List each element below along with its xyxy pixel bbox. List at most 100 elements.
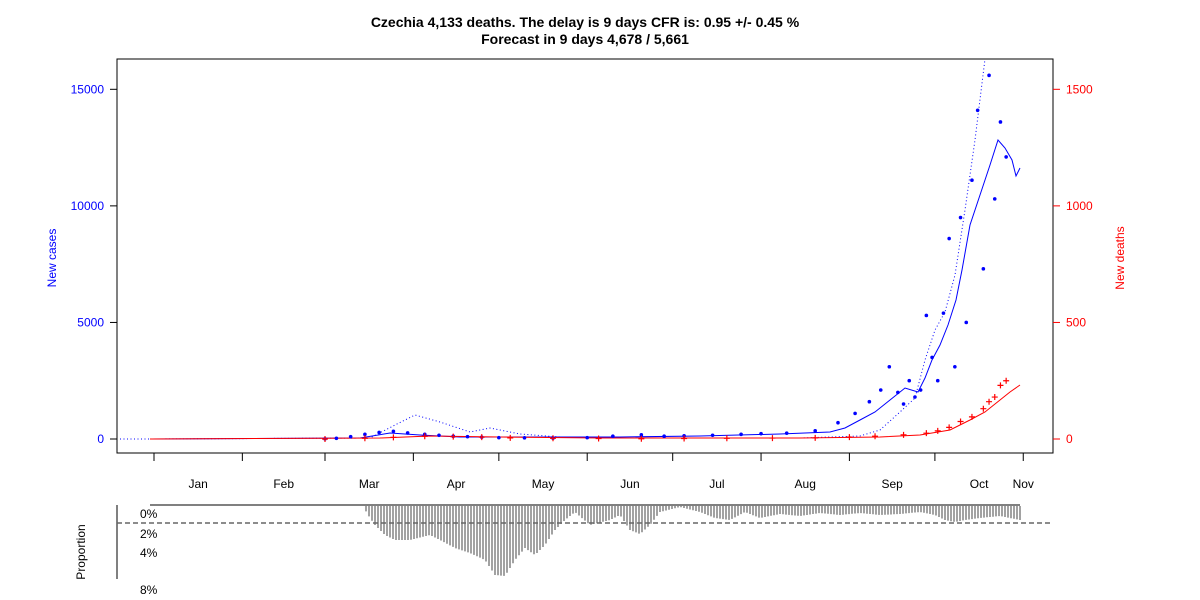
death-point xyxy=(421,433,428,440)
case-point xyxy=(853,411,857,416)
right-tick-label: 0 xyxy=(1066,432,1073,446)
case-point xyxy=(981,267,986,271)
right-tick-label: 1500 xyxy=(1066,82,1093,96)
death-point xyxy=(681,435,688,442)
left-axis: 0 5000 10000 15000 xyxy=(71,82,117,446)
case-point xyxy=(611,434,615,439)
case-point xyxy=(998,120,1003,124)
cases-series xyxy=(323,73,1008,441)
left-axis-label: New cases xyxy=(45,229,59,288)
case-point xyxy=(405,431,410,435)
x-axis: Jan Feb Mar Apr May Jun Jul Aug Sep Oct Nov xyxy=(153,453,1034,491)
death-point xyxy=(991,394,998,401)
case-point xyxy=(901,402,906,406)
case-point xyxy=(918,388,923,392)
death-point xyxy=(723,435,730,442)
death-point xyxy=(322,436,328,443)
case-point xyxy=(941,311,946,315)
lower-tick-label: 4% xyxy=(140,546,158,560)
deaths-series xyxy=(322,377,1010,443)
case-point xyxy=(784,431,789,435)
case-point xyxy=(662,434,666,439)
x-month-label: Sep xyxy=(881,477,903,491)
case-point xyxy=(913,395,917,399)
lower-tick-label: 8% xyxy=(140,583,158,597)
x-month-label: Jul xyxy=(709,477,724,491)
x-month-label: Jun xyxy=(620,477,639,491)
death-point xyxy=(934,427,941,434)
death-point xyxy=(812,434,819,441)
case-point xyxy=(930,355,934,360)
case-point xyxy=(970,178,974,183)
death-point xyxy=(361,435,368,442)
lower-axis-label: Proportion xyxy=(74,524,88,579)
left-tick-label: 10000 xyxy=(71,199,105,213)
case-point xyxy=(935,378,940,383)
case-point xyxy=(953,364,957,369)
chart-subtitle: Forecast in 9 days 4,678 / 5,661 xyxy=(481,31,689,47)
x-month-label: Apr xyxy=(447,477,466,491)
chart-title: Czechia 4,133 deaths. The delay is 9 day… xyxy=(371,14,800,30)
trend-lines xyxy=(149,139,1021,440)
death-point xyxy=(846,434,853,441)
case-point xyxy=(1004,155,1008,159)
death-point xyxy=(900,431,907,438)
death-point xyxy=(980,405,987,412)
death-point xyxy=(1003,377,1010,384)
case-point xyxy=(964,320,969,325)
case-point xyxy=(992,197,997,201)
dotted-reference-lines xyxy=(120,58,986,440)
case-point xyxy=(710,433,715,438)
death-point xyxy=(923,430,930,437)
case-point xyxy=(878,388,883,392)
deaths-trend-line xyxy=(149,384,1021,440)
case-point xyxy=(522,436,527,440)
death-point xyxy=(595,435,602,442)
x-month-label: May xyxy=(532,477,555,491)
left-tick-label: 0 xyxy=(97,432,104,446)
death-point xyxy=(957,418,964,425)
lower-axis: 0% 2% 4% 8% xyxy=(140,507,158,597)
case-point xyxy=(739,432,743,437)
case-point xyxy=(391,429,396,434)
case-point xyxy=(836,420,840,425)
case-point xyxy=(924,313,929,318)
case-point xyxy=(639,433,644,437)
case-point xyxy=(585,435,589,440)
x-month-label: Nov xyxy=(1013,477,1034,491)
x-month-label: Feb xyxy=(273,477,294,491)
case-point xyxy=(975,108,980,113)
death-point xyxy=(450,433,457,440)
left-tick-label: 15000 xyxy=(71,82,105,96)
main-plot-frame xyxy=(116,58,1054,454)
case-point xyxy=(465,434,470,439)
death-point xyxy=(986,398,993,405)
case-point xyxy=(958,215,963,220)
right-axis-label: New deaths xyxy=(1113,226,1127,289)
left-tick-label: 5000 xyxy=(77,315,104,329)
case-point xyxy=(437,433,441,438)
cases-forecast-dotted-line xyxy=(120,58,986,440)
death-point xyxy=(550,435,556,442)
case-point xyxy=(759,431,763,436)
case-point xyxy=(907,378,912,383)
case-point xyxy=(887,364,892,369)
case-point xyxy=(867,399,872,404)
death-point xyxy=(997,382,1004,389)
case-point xyxy=(497,435,501,440)
case-point xyxy=(947,236,951,241)
case-point xyxy=(377,430,381,435)
x-month-label: Oct xyxy=(970,477,989,491)
lower-tick-label: 2% xyxy=(140,527,158,541)
death-point xyxy=(968,413,975,420)
right-tick-label: 1000 xyxy=(1066,199,1093,213)
case-point xyxy=(987,73,991,78)
lower-tick-label: 0% xyxy=(140,507,158,521)
x-month-label: Mar xyxy=(359,477,380,491)
case-point xyxy=(813,429,817,433)
death-point xyxy=(872,433,879,440)
proportion-bars xyxy=(365,506,1021,576)
right-axis: 0 500 1000 1500 xyxy=(1053,82,1093,446)
case-point xyxy=(363,432,367,437)
